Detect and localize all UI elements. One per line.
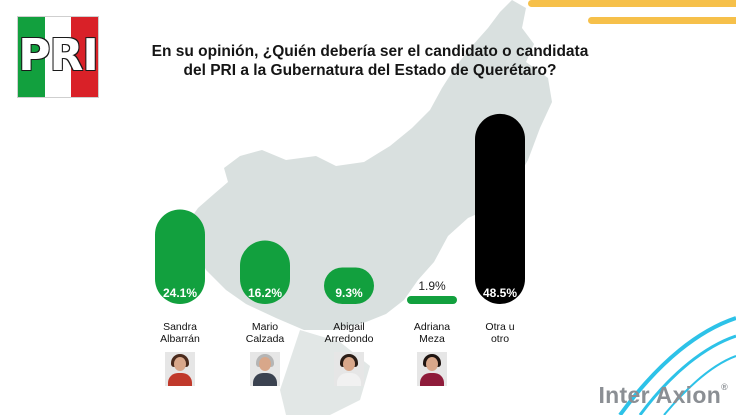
candidate-photo-mario: [250, 352, 280, 386]
bar-value-label-1: 24.1%: [163, 286, 197, 300]
category-label-line: Albarrán: [160, 333, 200, 345]
candidate-photo-sandra: [165, 352, 195, 386]
category-label-line: Mario: [251, 321, 279, 333]
category-label-3: Abigail Arredondo: [304, 321, 394, 345]
pri-logo: PRI: [17, 16, 99, 98]
bar-1: [155, 209, 205, 304]
category-label-line: Abigail: [333, 321, 365, 333]
category-label-2: Mario Calzada: [220, 321, 310, 345]
map-shape-lower: [280, 330, 370, 415]
interaxion-logo-text: Inter Axion: [598, 382, 722, 408]
interaxion-logo: Inter Axion®: [598, 382, 728, 409]
registered-mark: ®: [721, 382, 728, 392]
pri-logo-letters: PRI: [18, 30, 98, 81]
category-label-line: Adriana: [413, 321, 451, 333]
cyan-swirl: [618, 316, 736, 415]
survey-question: En su opinión, ¿Quién debería ser el can…: [151, 43, 589, 79]
category-label-line: Calzada: [245, 333, 285, 345]
decorative-stripe: [588, 17, 736, 24]
bar-3: [324, 267, 374, 304]
bar-value-label-2: 16.2%: [248, 286, 282, 300]
category-label-line: Otra u: [485, 321, 515, 333]
category-label-4: Adriana Meza: [387, 321, 477, 345]
category-label-5: Otra u otro: [455, 321, 545, 345]
category-label-line: Sandra: [163, 321, 197, 333]
bar-value-label-4: 1.9%: [418, 279, 446, 293]
decorative-stripe: [528, 0, 736, 7]
bar-4: [407, 296, 457, 304]
candidate-photo-abigail: [334, 352, 364, 386]
bar-5: [475, 113, 525, 304]
cyan-swirl: [663, 355, 736, 415]
candidate-photo-adriana: [417, 352, 447, 386]
cyan-swirl: [638, 334, 736, 415]
bar-value-label-3: 9.3%: [335, 286, 363, 300]
category-label-line: Arredondo: [324, 333, 374, 345]
bar-2: [240, 240, 290, 304]
category-label-1: Sandra Albarrán: [135, 321, 225, 345]
category-label-line: otro: [490, 333, 510, 345]
bar-value-label-5: 48.5%: [483, 286, 517, 300]
category-label-line: Meza: [419, 333, 445, 345]
